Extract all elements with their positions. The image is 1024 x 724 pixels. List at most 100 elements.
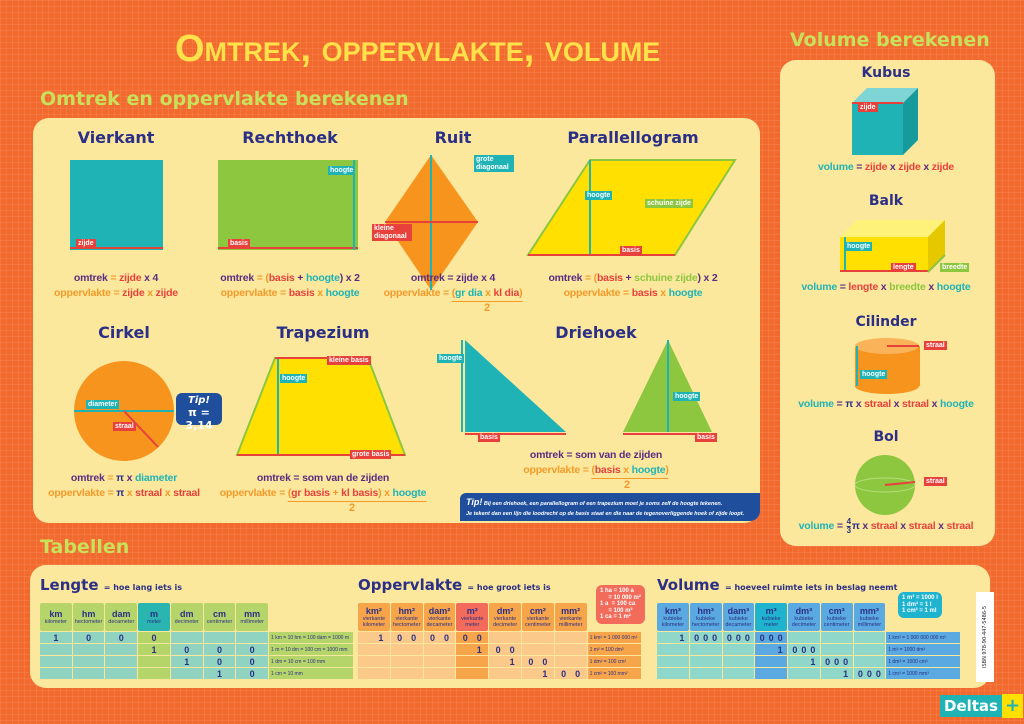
digit: 0 <box>792 644 798 655</box>
digit: 0 <box>694 632 700 643</box>
table-cell <box>689 668 722 679</box>
table-title-2: Volume = hoeveel ruimte iets in beslag n… <box>657 576 897 594</box>
formula-term: = som van de zijden <box>563 449 663 461</box>
sphere-shape <box>854 455 916 515</box>
formula-term: = <box>277 287 289 299</box>
unit-symbol: dm² <box>496 605 514 616</box>
column-header: km kilometer <box>40 603 72 631</box>
formula-term: zijde <box>155 287 179 299</box>
unit-name: kubieke kilometer <box>661 615 685 629</box>
formula-lhs: oppervlakte = <box>384 287 452 299</box>
parallelogram-shape <box>526 159 737 256</box>
label-hoogte: hoogte <box>585 191 613 200</box>
unit-symbol: dm <box>179 608 194 619</box>
fraction-numerator: 4 <box>846 517 851 527</box>
poster-title: Omtrek, oppervlakte, volume <box>175 28 661 70</box>
formula-term: kl basis <box>341 487 379 499</box>
table-cell <box>358 656 390 667</box>
formula-term: x <box>887 161 899 173</box>
unit-name: kubieke decimeter <box>791 615 816 629</box>
digit: 0 <box>462 632 468 643</box>
unit-symbol: hm² <box>398 605 415 616</box>
unit-name: hectometer <box>74 619 103 626</box>
formula-volume-kubus: volume = zijde x zijde x zijde <box>818 161 954 174</box>
column-header: m² vierkante meter <box>456 603 489 631</box>
table-cell <box>390 668 423 679</box>
formula-term: hoogte <box>631 464 666 476</box>
table-cell <box>521 632 554 643</box>
label-straal: straal <box>924 341 947 350</box>
title-bol: Bol <box>873 429 899 445</box>
label-kleine-diagonaal: kleine diagonaal <box>372 224 412 242</box>
formula-term: x <box>144 287 156 299</box>
table-subtitle: = hoe groot iets is <box>467 583 551 592</box>
unit-name: vierkante decimeter <box>493 615 518 629</box>
unit-symbol: dm³ <box>795 605 813 616</box>
formula-term: = zijde x 4 <box>444 272 496 284</box>
formula-term: x <box>920 161 932 173</box>
column-header: cm² vierkante centimeter <box>521 603 554 631</box>
table-cell <box>456 668 489 679</box>
digit: 1 <box>843 668 849 679</box>
formula-term: diameter <box>134 472 178 484</box>
label-basis: basis <box>620 246 642 255</box>
formula-term: π <box>116 487 125 499</box>
formula-term: omtrek <box>410 272 445 284</box>
digit: 0 <box>834 656 840 667</box>
unit-table: km² vierkante kilometer hm² vierkante hecto… <box>357 602 642 680</box>
table-cell <box>657 644 689 655</box>
formula-omtrek-rechthoek: omtrek = (basis + hoogte) x 2 <box>220 272 360 285</box>
label-zijde: zijde <box>858 103 878 112</box>
table-cell <box>105 668 138 679</box>
digit: 1 <box>53 632 59 643</box>
fraction-denominator: 2 <box>348 502 356 514</box>
table-cell <box>203 632 236 643</box>
conversion-note: 1 cm² = 100 mm² <box>587 668 641 679</box>
title-ruit: Ruit <box>434 128 472 147</box>
formula-term: hoogte <box>668 287 703 299</box>
table-cell <box>72 644 105 655</box>
table-cell: 0 <box>170 644 203 655</box>
formula-term: π <box>851 520 860 532</box>
digit: 0 <box>801 644 807 655</box>
cube-shape <box>852 88 918 155</box>
formula-term: = ( <box>582 272 597 284</box>
formula-rhs: π x straal x straal x straal <box>852 520 974 533</box>
conversion-note: 1 m³ = 1000 dm³ <box>886 644 960 655</box>
table-cell <box>40 668 72 679</box>
formula-term: + <box>329 487 342 499</box>
table-cell <box>390 644 423 655</box>
digit: 0 <box>86 632 92 643</box>
formula-term: oppervlakte <box>523 464 581 476</box>
unit-symbol: dam³ <box>727 605 750 616</box>
isosceles-triangle-shape <box>623 340 712 435</box>
column-header: m³ kubieke meter <box>755 603 787 631</box>
digit: 1 <box>777 644 783 655</box>
table-title: Lengte <box>40 576 99 594</box>
label-hoogte: hoogte <box>328 166 356 175</box>
formula-term: oppervlakte <box>54 287 111 299</box>
table-cell: 1 <box>203 668 236 679</box>
label-kleine-basis: kleine basis <box>327 356 371 365</box>
digit: 0 <box>397 632 403 643</box>
digit: 0 <box>712 632 718 643</box>
table-cell: 0 <box>203 644 236 655</box>
formula-term: hoogte <box>325 287 360 299</box>
table-cell <box>236 632 269 643</box>
fraction-denominator: 2 <box>483 302 491 314</box>
unit-name: centimeter <box>206 619 233 626</box>
digit: 1 <box>184 656 190 667</box>
formula-term: = <box>107 272 120 284</box>
table-subtitle: = hoeveel ruimte iets in beslag neemt <box>724 583 898 592</box>
formula-term: x <box>878 281 890 293</box>
fraction-numerator: (gr dia x kl dia) <box>451 287 523 302</box>
digit: 0 <box>151 632 157 643</box>
formula-lhs: oppervlakte = <box>523 464 591 476</box>
unit-table: km kilometer hm hectometer dam decameter m mete… <box>39 602 354 680</box>
table-cell: 1 <box>657 632 689 643</box>
logo-text: Deltas <box>940 695 1002 717</box>
table-cell <box>554 656 587 667</box>
label-hoogte: hoogte <box>437 354 465 363</box>
